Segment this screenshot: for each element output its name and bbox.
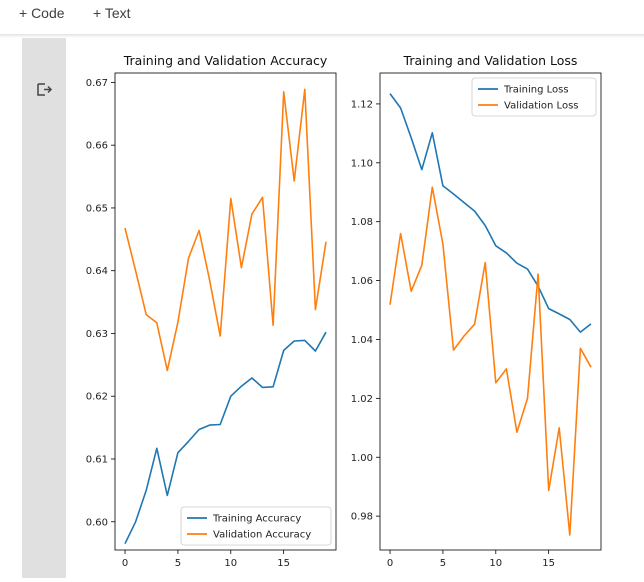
plot-frame — [114, 72, 337, 551]
add-code-button[interactable]: + Code — [19, 5, 65, 21]
chart-title: Training and Validation Accuracy — [123, 53, 328, 68]
training-series-line — [389, 93, 592, 333]
legend: Training Accuracy Validation Accuracy — [180, 506, 332, 546]
chart-title: Training and Validation Loss — [403, 53, 578, 68]
x-tick-label: 10 — [489, 558, 502, 569]
cell-gutter — [22, 38, 66, 578]
plot-frame — [379, 72, 602, 551]
legend-label: Validation Accuracy — [213, 530, 311, 541]
y-tick-label: 0.67 — [86, 78, 108, 89]
legend-label: Validation Loss — [504, 101, 579, 112]
y-tick-label: 1.04 — [351, 335, 373, 346]
y-tick-label: 1.00 — [351, 453, 373, 464]
cell-output: Training and Validation Accuracy 0.60 0.61… — [66, 38, 644, 578]
training-series-line — [124, 331, 327, 545]
output-arrow-icon[interactable] — [36, 81, 54, 99]
chart-0: Training and Validation Accuracy 0.60 0.61… — [86, 53, 337, 569]
x-tick-label: 0 — [122, 558, 128, 569]
y-tick-label: 0.65 — [86, 203, 108, 214]
charts-figure: Training and Validation Accuracy 0.60 0.61… — [86, 53, 602, 569]
toolbar-divider — [0, 34, 644, 38]
y-tick-label: 1.12 — [351, 99, 373, 110]
y-tick-label: 1.08 — [351, 217, 373, 228]
x-tick-label: 0 — [387, 558, 393, 569]
x-tick-label: 15 — [277, 558, 290, 569]
y-tick-label: 0.98 — [351, 512, 373, 523]
legend-box — [471, 77, 597, 117]
x-tick-label: 5 — [440, 558, 446, 569]
chart-1: Training and Validation Loss 0.98 1.00 1.02… — [351, 53, 602, 569]
y-tick-label: 0.62 — [86, 392, 108, 403]
notebook-toolbar: + Code + Text — [0, 0, 644, 34]
legend: Training Loss Validation Loss — [471, 77, 597, 117]
validation-series-line — [124, 88, 327, 372]
y-tick-label: 0.60 — [86, 517, 108, 528]
y-tick-label: 0.66 — [86, 141, 108, 152]
y-tick-label: 0.61 — [86, 454, 108, 465]
y-tick-label: 1.06 — [351, 276, 373, 287]
x-tick-label: 5 — [175, 558, 181, 569]
y-tick-label: 1.10 — [351, 158, 373, 169]
x-tick-label: 10 — [224, 558, 237, 569]
legend-label: Training Accuracy — [212, 514, 301, 525]
legend-label: Training Loss — [503, 85, 569, 96]
y-tick-label: 1.02 — [351, 394, 373, 405]
add-text-button[interactable]: + Text — [93, 5, 131, 21]
y-tick-label: 0.64 — [86, 266, 108, 277]
legend-box — [180, 506, 332, 546]
y-tick-label: 0.63 — [86, 329, 108, 340]
x-tick-label: 15 — [542, 558, 555, 569]
validation-series-line — [389, 186, 592, 536]
